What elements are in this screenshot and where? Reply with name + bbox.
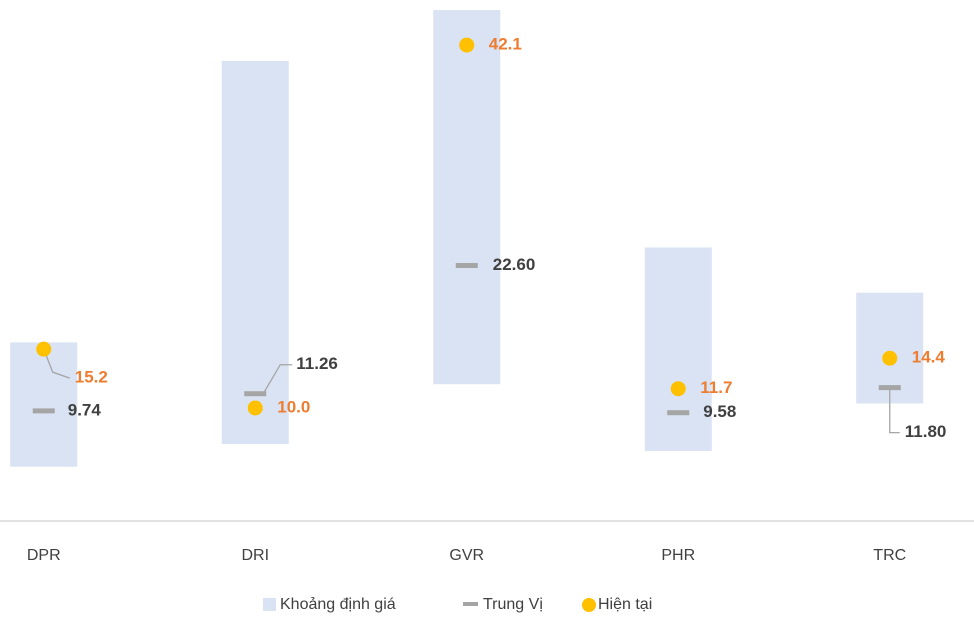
legend-swatch [263,598,276,611]
leader-line [262,364,293,395]
data-label: 11.80 [905,422,947,441]
legend-label: Khoảng định giá [280,596,396,613]
legend-label: Trung Vị [483,596,543,613]
leader-line [889,387,900,434]
current-dot [882,350,898,366]
x-tick-label: DPR [27,547,61,564]
median-mark [455,263,478,269]
data-label: 22.60 [493,255,536,274]
median-mark [878,385,901,391]
x-tick-label: DRI [241,547,269,564]
range-bar [10,342,78,467]
current-dot [670,381,686,397]
current-dot [36,341,52,357]
x-tick-label: TRC [873,547,906,564]
range-bar [433,10,501,385]
legend-swatch [463,602,478,606]
data-label: 9.74 [68,400,102,419]
median-mark [32,408,55,414]
legend-swatch [582,598,596,612]
data-label: 42.1 [489,35,522,54]
median-mark [667,410,690,416]
median-mark [244,391,267,397]
range-bar [644,247,712,451]
data-label: 14.4 [912,348,946,367]
x-tick-label: GVR [449,547,484,564]
x-tick-label: PHR [661,547,695,564]
range-bar [856,292,924,404]
data-label: 11.26 [296,354,338,373]
current-dot [247,400,263,416]
data-label: 11.7 [700,378,732,397]
data-label: 10.0 [277,397,310,416]
data-label: 15.2 [75,368,108,387]
range-bar [221,60,289,445]
current-dot [459,37,475,53]
legend-label: Hiện tại [598,596,652,613]
data-label: 9.58 [703,402,736,421]
leader-line [43,348,70,379]
